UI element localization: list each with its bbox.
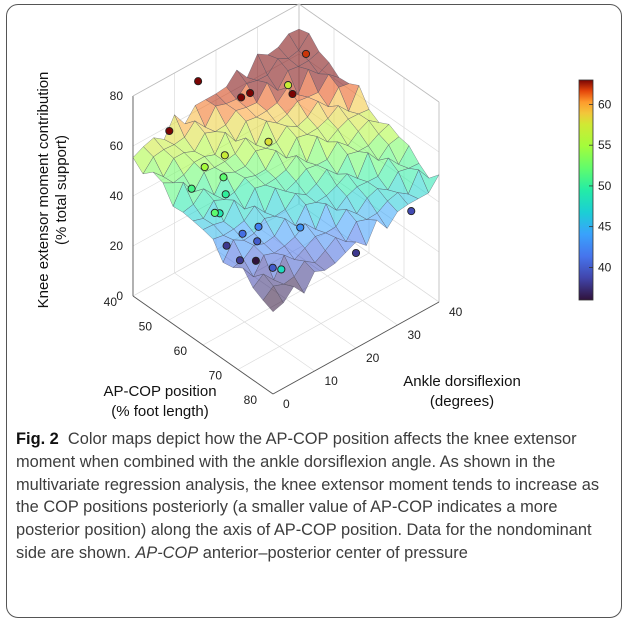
- z-tick-label: 60: [110, 139, 124, 153]
- data-points: [165, 49, 416, 274]
- axis-ticks: 0 20 40 60 80 40 50 60 70 80 0 10 20 30 40: [104, 89, 463, 411]
- caption-abbreviation: AP-COP: [135, 543, 199, 562]
- x-tick-label: 70: [209, 369, 223, 383]
- data-point: [407, 207, 416, 216]
- data-point: [237, 93, 246, 102]
- x-axis-label-line1: AP-COP position: [103, 383, 216, 400]
- figure-frame: [6, 4, 622, 618]
- caption-definition: anterior–posterior center of pressure: [198, 543, 468, 562]
- x-axis-line: [132, 295, 274, 395]
- data-point: [351, 248, 361, 258]
- floor-grid-y: [174, 272, 315, 372]
- y-axis-line: [272, 301, 440, 395]
- y-tick-label: 0: [283, 397, 290, 411]
- regression-surface: [132, 28, 440, 313]
- figure-label: Fig. 2: [16, 430, 59, 448]
- data-point: [246, 89, 255, 98]
- box-edge: [132, 3, 300, 97]
- box-edge: [298, 3, 440, 103]
- figure-caption: Fig. 2 Color maps depict how the AP-COP …: [16, 428, 612, 565]
- colorbar-tick-label: 45: [598, 220, 612, 234]
- colorbar-ticks: 40 45 50 55 60: [589, 97, 612, 274]
- data-point: [284, 81, 293, 90]
- z-tick-label: 0: [116, 289, 123, 303]
- data-point: [165, 126, 174, 136]
- colorbar-tick-label: 50: [598, 179, 612, 193]
- data-point: [220, 151, 229, 160]
- data-point: [238, 229, 247, 238]
- data-point: [288, 89, 297, 99]
- x-tick-label: 80: [244, 393, 258, 407]
- data-point: [296, 223, 305, 232]
- data-point: [210, 208, 219, 217]
- y-tick-label: 20: [366, 351, 380, 365]
- data-point: [187, 184, 196, 193]
- y-tick-label: 10: [325, 374, 339, 388]
- z-axis-label-line1: Knee extensor moment contribution: [35, 72, 52, 309]
- x-tick-label: 60: [174, 344, 188, 358]
- z-tick-label: 20: [110, 239, 124, 253]
- colorbar-tick-label: 60: [598, 97, 612, 111]
- colorbar-tick-label: 55: [598, 138, 612, 152]
- data-point: [254, 222, 263, 231]
- caption-text: Color maps depict how the AP-COP positio…: [16, 430, 600, 562]
- data-point: [301, 49, 311, 58]
- data-point: [268, 263, 277, 272]
- data-point: [200, 162, 209, 172]
- colorbar: [578, 79, 594, 301]
- y-axis-label-line1: Ankle dorsiflexion: [403, 373, 521, 390]
- z-tick-label: 40: [110, 189, 124, 203]
- z-axis-label-line2: (% total support): [53, 135, 70, 245]
- data-point: [277, 265, 286, 274]
- data-point: [251, 256, 260, 265]
- data-point: [235, 256, 244, 265]
- x-tick-label: 40: [104, 295, 118, 309]
- data-point: [264, 137, 273, 146]
- x-axis-label-line2: (% foot length): [111, 403, 209, 420]
- data-point: [253, 237, 262, 246]
- surface-patch: [262, 285, 284, 313]
- data-point: [222, 241, 231, 250]
- colorbar-tick-label: 40: [598, 260, 612, 274]
- y-tick-label: 40: [449, 305, 463, 319]
- z-tick-label: 80: [110, 89, 124, 103]
- data-point: [221, 190, 230, 199]
- data-point: [219, 173, 228, 182]
- y-tick-label: 30: [408, 328, 422, 342]
- data-point: [194, 77, 203, 86]
- y-axis-label-line2: (degrees): [430, 393, 494, 410]
- x-tick-label: 50: [139, 320, 153, 334]
- surface-plot: 0 20 40 60 80 40 50 60 70 80 0 10 20 30 40 Knee extens…: [35, 3, 612, 420]
